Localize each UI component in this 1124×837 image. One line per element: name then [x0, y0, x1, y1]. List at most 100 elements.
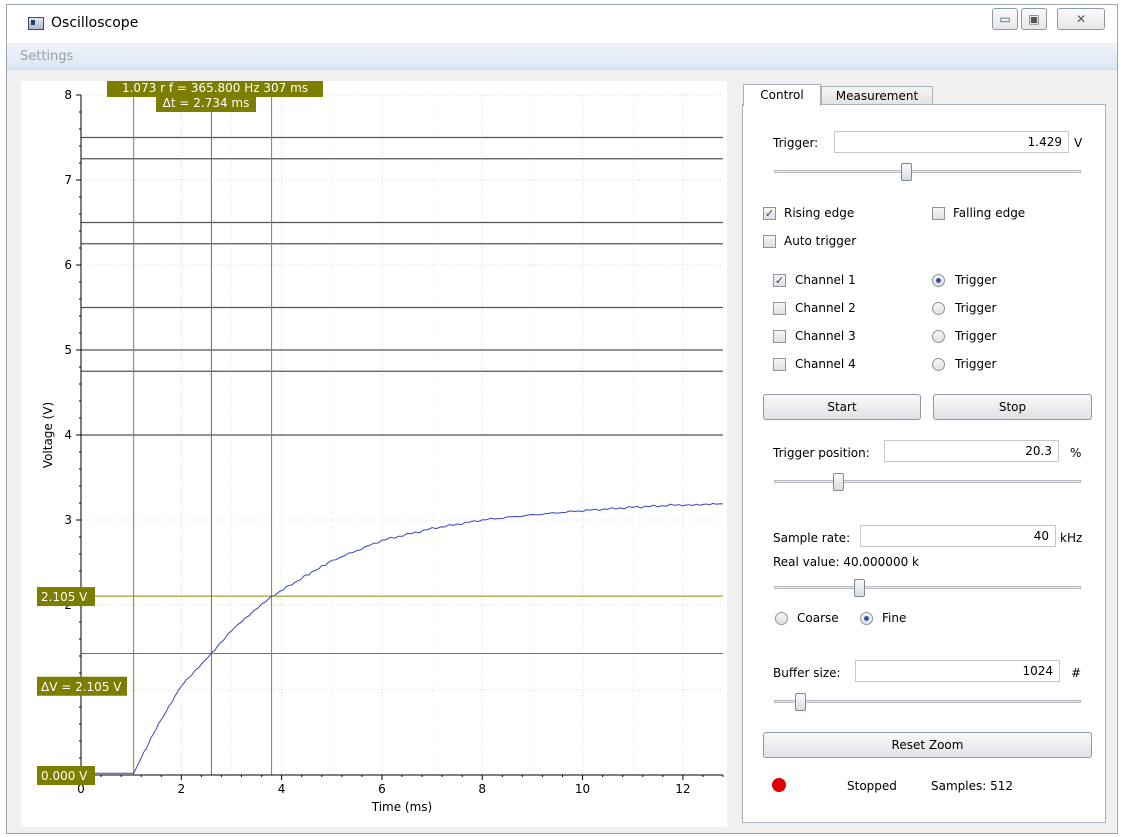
sample-rate-unit: kHz: [1060, 531, 1083, 545]
stop-button[interactable]: Stop: [933, 394, 1092, 420]
y-tick-label: 7: [64, 173, 72, 187]
sample-rate-slider-groove: [774, 586, 1081, 589]
reset-zoom-button[interactable]: Reset Zoom: [763, 732, 1092, 758]
trigger-position-slider-groove: [774, 480, 1081, 483]
channel-1-label: Channel 1: [795, 273, 856, 287]
channel-4-trigger-label: Trigger: [955, 357, 997, 371]
voltage-zero-label: 0.000 V: [41, 769, 88, 783]
channel-3-trigger-label: Trigger: [955, 329, 997, 343]
trigger-position-unit: %: [1070, 446, 1082, 460]
rising-edge-label: Rising edge: [784, 206, 855, 220]
buffer-size-input[interactable]: 1024: [855, 660, 1060, 682]
status-text: Stopped: [847, 779, 897, 793]
y-tick-label: 4: [64, 428, 72, 442]
app-icon: [28, 17, 44, 30]
sample-rate-slider-handle[interactable]: [854, 579, 865, 597]
channel-1-trace: [81, 502, 724, 774]
coarse-radio[interactable]: [775, 612, 788, 625]
reference-lines: [81, 136, 723, 436]
y-tick-label: 3: [64, 513, 72, 527]
trigger-position-label: Trigger position:: [773, 446, 870, 460]
channel-1-trigger-label: Trigger: [955, 273, 997, 287]
cursor-lines: [81, 95, 723, 775]
rising-edge-checkbox[interactable]: ✓: [763, 207, 776, 220]
channel-2-label: Channel 2: [795, 301, 856, 315]
y-tick-label: 5: [64, 343, 72, 357]
x-axis-label: Time (ms): [371, 800, 433, 814]
sample-rate-input[interactable]: 40: [860, 525, 1056, 547]
y-tick-label: 6: [64, 258, 72, 272]
real-value-label: Real value: 40.000000 k: [773, 555, 919, 569]
delta-v-label-bg: [37, 676, 127, 696]
x-tick-label: 8: [478, 782, 486, 796]
menu-bar: Settings: [7, 45, 1117, 70]
buffer-size-slider-handle[interactable]: [795, 693, 806, 711]
title-bar[interactable]: Oscilloscope ▭ ▣ ✕: [7, 5, 1117, 43]
trigger-position-input[interactable]: 20.3: [884, 440, 1059, 462]
x-tick-label: 2: [177, 782, 185, 796]
menu-settings[interactable]: Settings: [20, 49, 74, 64]
samples-count: Samples: 512: [931, 779, 1014, 793]
trigger-position-slider-handle[interactable]: [833, 473, 844, 491]
y-axis-label: Voltage (V): [41, 402, 55, 468]
maximize-button[interactable]: ▣: [1021, 8, 1047, 30]
tab-control[interactable]: Control: [743, 84, 821, 106]
oscilloscope-window: Oscilloscope ▭ ▣ ✕ Settings 876543210024…: [6, 4, 1118, 834]
coarse-label: Coarse: [797, 611, 839, 625]
buffer-size-slider-groove: [774, 700, 1081, 703]
trigger-position-slider[interactable]: [774, 473, 1081, 491]
channel-2-checkbox[interactable]: [773, 302, 786, 315]
falling-edge-checkbox[interactable]: [932, 207, 945, 220]
start-button[interactable]: Start: [763, 394, 921, 420]
trigger-label: Trigger:: [773, 136, 819, 150]
buffer-size-label: Buffer size:: [773, 666, 841, 680]
buffer-size-unit: #: [1071, 666, 1082, 680]
status-indicator-icon: [772, 778, 786, 792]
plot-area[interactable]: 876543210024681012Voltage (V)Time (ms) 1…: [21, 81, 727, 827]
channel-3-checkbox[interactable]: [773, 330, 786, 343]
voltage-time-plot[interactable]: 876543210024681012Voltage (V)Time (ms) 1…: [21, 81, 727, 827]
channel-2-trigger-label: Trigger: [955, 301, 997, 315]
voltage-zero-label-bg: [37, 766, 95, 785]
close-button[interactable]: ✕: [1057, 8, 1105, 30]
channel-3-trigger-radio[interactable]: [932, 330, 945, 343]
channel-4-label: Channel 4: [795, 357, 856, 371]
x-tick-label: 0: [77, 782, 85, 796]
channel-4-checkbox[interactable]: [773, 358, 786, 371]
measurement-readout-bg: [107, 81, 323, 97]
minimize-button[interactable]: ▭: [992, 8, 1018, 30]
trigger-slider-handle[interactable]: [901, 163, 912, 181]
channel-1-checkbox[interactable]: ✓: [773, 274, 786, 287]
trigger-slider-groove: [774, 170, 1081, 173]
auto-trigger-label: Auto trigger: [784, 234, 857, 248]
x-tick-label: 6: [378, 782, 386, 796]
x-tick-label: 4: [278, 782, 286, 796]
trigger-slider[interactable]: [774, 163, 1081, 181]
trigger-input[interactable]: 1.429: [834, 131, 1069, 153]
falling-edge-label: Falling edge: [953, 206, 1026, 220]
delta-v-label: ΔV = 2.105 V: [41, 680, 122, 694]
sample-rate-slider[interactable]: [774, 579, 1081, 597]
y-tick-label: 8: [64, 88, 72, 102]
delta-t-label: Δt = 2.734 ms: [163, 96, 250, 110]
measurement-readout: 1.073 r f = 365.800 Hz 307 ms: [122, 81, 308, 95]
voltage-level-label: 2.105 V: [41, 590, 88, 604]
fine-radio[interactable]: [860, 612, 873, 625]
x-tick-label: 12: [675, 782, 690, 796]
voltage-level-label-bg: [37, 587, 95, 607]
channel-4-trigger-radio[interactable]: [932, 358, 945, 371]
delta-t-label-bg: [156, 97, 256, 112]
channel-2-trigger-radio[interactable]: [932, 302, 945, 315]
channel-3-label: Channel 3: [795, 329, 856, 343]
sample-rate-label: Sample rate:: [773, 531, 851, 545]
tab-measurement[interactable]: Measurement: [821, 86, 933, 105]
trigger-unit: V: [1074, 136, 1083, 150]
auto-trigger-checkbox[interactable]: [763, 235, 776, 248]
window-title: Oscilloscope: [51, 15, 139, 31]
fine-label: Fine: [882, 611, 907, 625]
buffer-size-slider[interactable]: [774, 693, 1081, 711]
channel-1-trigger-radio[interactable]: [932, 274, 945, 287]
plot-axes: 876543210024681012Voltage (V)Time (ms): [41, 88, 724, 814]
x-tick-label: 10: [575, 782, 590, 796]
